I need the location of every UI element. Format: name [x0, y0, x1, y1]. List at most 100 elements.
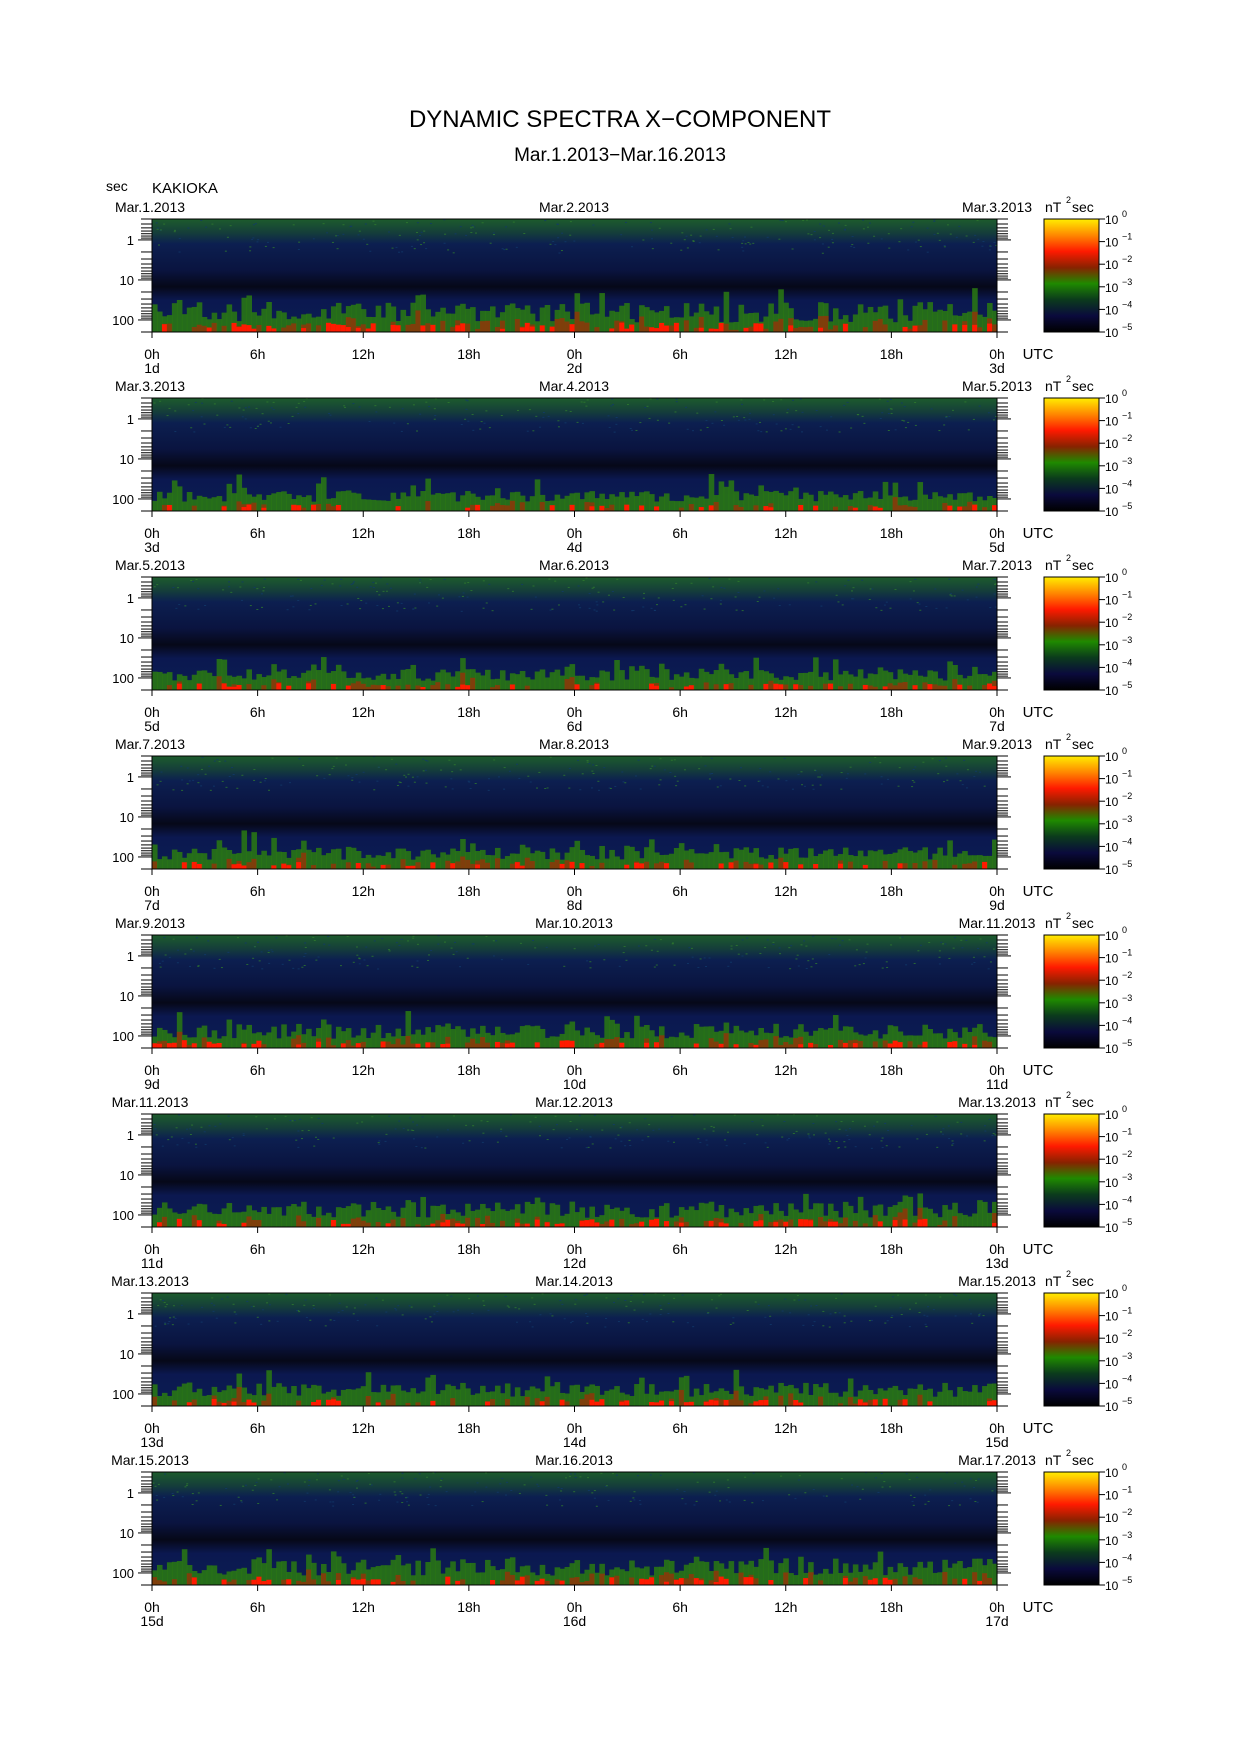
spectrogram-speckle: [412, 1129, 415, 1131]
spectrogram-speckle: [317, 956, 320, 958]
spectrogram-speckle: [658, 1128, 661, 1130]
spectrogram-speckle: [170, 1136, 173, 1138]
utc-label: UTC: [1023, 1599, 1054, 1616]
activity-brown: [470, 677, 476, 690]
activity-brown: [171, 1579, 178, 1585]
spectrogram-speckle: [460, 610, 463, 612]
spectrogram-speckle: [852, 587, 855, 589]
activity-green: [400, 669, 407, 690]
spectrogram-speckle: [427, 959, 430, 961]
spectrogram-speckle: [177, 587, 180, 589]
panel-date-mid: Mar.8.2013: [539, 736, 609, 752]
spectrogram-speckle: [972, 956, 975, 958]
activity-green: [261, 850, 267, 869]
activity-green: [504, 1383, 511, 1406]
activity-green: [773, 490, 779, 511]
x-tick-label: 0h: [144, 1241, 160, 1257]
activity-red: [798, 864, 804, 869]
activity-green: [773, 1023, 779, 1048]
spectrogram-speckle: [653, 966, 656, 968]
activity-green: [763, 1210, 769, 1227]
activity-brown: [171, 1400, 178, 1406]
spectrogram-speckle: [840, 1478, 843, 1480]
activity-brown: [365, 686, 372, 690]
activity-green: [554, 494, 561, 511]
activity-brown: [872, 1041, 879, 1048]
spectrogram-speckle: [900, 1314, 903, 1316]
activity-red: [723, 1399, 730, 1406]
spectrogram-speckle: [422, 758, 425, 760]
spectrogram-speckle: [847, 579, 850, 581]
activity-red: [325, 1399, 332, 1406]
activity-red: [887, 1579, 894, 1585]
activity-green: [559, 1392, 566, 1406]
spectrogram-speckle: [813, 239, 816, 241]
spectrogram-speckle: [428, 406, 431, 408]
activity-green: [644, 1217, 650, 1227]
activity-green: [246, 1573, 253, 1585]
activity-green: [256, 854, 262, 869]
spectrogram-speckle: [252, 237, 255, 239]
colorbar-unit: nT: [1045, 1273, 1062, 1289]
activity-brown: [619, 1218, 625, 1227]
activity-brown: [425, 1225, 431, 1227]
spectrogram-speckle: [440, 1479, 443, 1481]
spectrogram-speckle: [230, 400, 233, 402]
activity-green: [514, 1572, 521, 1585]
activity-green: [718, 1563, 725, 1585]
activity-brown: [972, 1036, 978, 1048]
activity-green: [673, 674, 680, 690]
activity-brown: [753, 505, 760, 511]
spectrogram-speckle: [184, 1486, 187, 1488]
spectrogram-speckle: [328, 944, 331, 946]
spectrogram-speckle: [611, 398, 614, 400]
spectrogram-speckle: [950, 595, 953, 597]
spectrogram-speckle: [405, 776, 408, 778]
activity-red: [231, 686, 238, 690]
spectrogram-speckle: [938, 239, 941, 241]
spectrogram-speckle: [815, 963, 818, 965]
activity-brown: [842, 1217, 849, 1227]
spectrogram-speckle: [863, 1125, 866, 1127]
activity-green: [837, 1030, 844, 1048]
activity-green: [156, 311, 163, 332]
activity-green: [783, 1386, 789, 1406]
spectrogram-speckle: [948, 1505, 951, 1507]
spectrogram-speckle: [609, 787, 612, 789]
activity-red: [460, 323, 466, 332]
day-label: 2d: [567, 360, 583, 376]
spectrogram-speckle: [459, 966, 462, 968]
x-tick-label: 18h: [457, 883, 480, 899]
activity-green: [385, 1206, 392, 1227]
spectrogram-speckle: [256, 609, 259, 611]
colorbar-unit-tail: sec: [1072, 378, 1094, 394]
activity-green: [529, 1026, 536, 1048]
spectrogram-speckle: [587, 1146, 590, 1148]
activity-green: [708, 474, 715, 511]
activity-green: [987, 1383, 993, 1406]
spectrogram-speckle: [410, 1306, 413, 1308]
colorbar-tick-base: 10: [1105, 1221, 1119, 1235]
activity-green: [828, 491, 834, 511]
activity-green: [688, 849, 695, 869]
spectrogram-speckle: [618, 965, 621, 967]
spectrogram-speckle: [429, 1486, 432, 1488]
spectrogram-speckle: [812, 1488, 815, 1490]
activity-green: [216, 496, 223, 511]
activity-green: [256, 1557, 262, 1585]
activity-brown: [847, 861, 854, 869]
spectrogram-speckle: [286, 1483, 289, 1485]
activity-red: [584, 1220, 591, 1227]
activity-green: [226, 1019, 233, 1048]
spectrogram-speckle: [574, 1299, 577, 1301]
y-tick-label: 100: [112, 313, 134, 328]
activity-brown: [201, 1037, 208, 1048]
activity-brown: [400, 1580, 407, 1585]
spectrogram-speckle: [672, 599, 675, 601]
activity-red: [390, 324, 397, 332]
activity-green: [917, 675, 924, 690]
activity-brown: [832, 506, 839, 511]
activity-brown: [261, 1400, 267, 1406]
spectrogram-speckle: [200, 1126, 203, 1128]
activity-green: [420, 1391, 426, 1406]
